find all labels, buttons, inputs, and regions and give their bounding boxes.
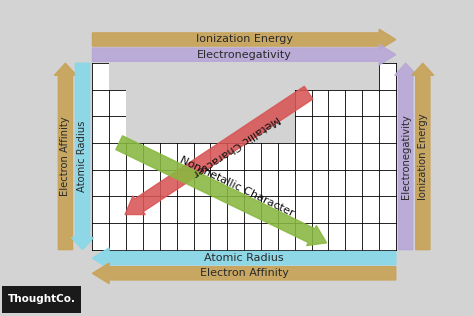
Bar — [126, 90, 295, 117]
Text: Electronegativity: Electronegativity — [197, 50, 292, 60]
Bar — [2, 286, 81, 313]
FancyArrow shape — [72, 63, 93, 250]
Bar — [92, 63, 396, 250]
Bar — [109, 63, 379, 90]
Text: Atomic Radius: Atomic Radius — [77, 121, 88, 192]
Text: Ionization Energy: Ionization Energy — [196, 34, 292, 45]
Text: Electronegativity: Electronegativity — [401, 114, 411, 199]
FancyArrow shape — [92, 44, 396, 65]
FancyArrow shape — [92, 29, 396, 50]
Text: Metallic Character: Metallic Character — [191, 113, 281, 178]
FancyArrow shape — [412, 63, 434, 250]
Text: ThoughtCo.: ThoughtCo. — [8, 295, 75, 304]
FancyArrowPatch shape — [116, 136, 327, 246]
Bar — [126, 117, 295, 143]
Text: Atomic Radius: Atomic Radius — [204, 253, 284, 263]
FancyArrow shape — [92, 248, 396, 269]
FancyArrow shape — [395, 63, 417, 250]
FancyArrow shape — [55, 63, 76, 250]
Text: Nonmetallic Character: Nonmetallic Character — [178, 155, 296, 218]
Text: Electron Affinity: Electron Affinity — [200, 268, 289, 278]
Text: Ionization Energy: Ionization Energy — [418, 113, 428, 200]
FancyArrow shape — [92, 263, 396, 284]
Text: Electron Affinity: Electron Affinity — [60, 117, 71, 196]
FancyArrowPatch shape — [125, 86, 313, 215]
